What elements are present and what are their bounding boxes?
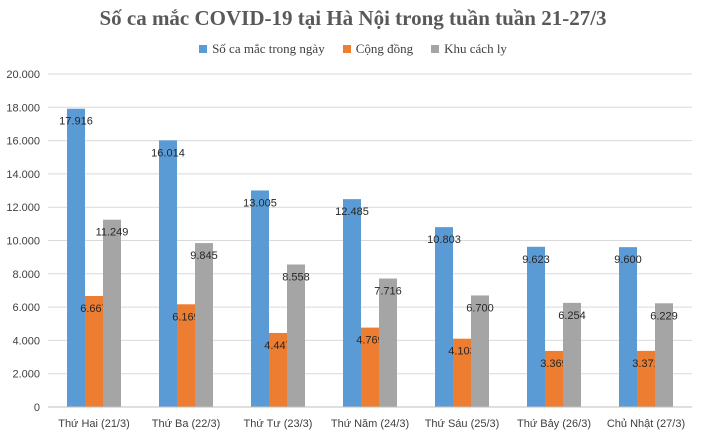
bar-community	[361, 327, 379, 407]
legend-swatch-community	[342, 45, 351, 53]
y-tick-label: 12.000	[6, 202, 40, 214]
bar-quarantine	[563, 302, 581, 407]
bar-quarantine	[195, 243, 213, 407]
bar-daily	[435, 227, 453, 407]
x-tick-label: Thứ Hai (21/3)	[58, 418, 130, 430]
bar-quarantine	[379, 278, 397, 407]
bar-daily	[527, 246, 545, 407]
y-tick-label: 14.000	[6, 169, 40, 181]
data-label-community: 4.103	[448, 346, 476, 358]
x-tick-label: Thứ Năm (24/3)	[331, 418, 409, 430]
data-label-daily: 13.005	[243, 197, 277, 209]
bar-daily	[159, 140, 177, 408]
bar-daily	[343, 199, 361, 407]
y-tick-label: 0	[34, 402, 40, 414]
legend-swatch-quarantine	[431, 45, 440, 53]
y-tick-label: 6.000	[12, 302, 40, 314]
bar-community	[545, 350, 563, 407]
data-label-community: 4.447	[264, 340, 292, 352]
bar-community	[637, 350, 655, 407]
legend-label-community: Cộng đồng	[355, 41, 414, 56]
bar-community	[85, 295, 103, 407]
legend-label-daily: Số ca mắc trong ngày	[212, 41, 325, 56]
x-tick-label: Thứ Bảy (26/3)	[517, 418, 591, 430]
bar-quarantine	[655, 303, 673, 407]
data-label-community: 6.169	[172, 311, 200, 323]
data-label-quarantine: 6.700	[466, 302, 494, 314]
x-tick-label: Thứ Sáu (25/3)	[425, 418, 500, 430]
data-label-quarantine: 9.845	[190, 250, 218, 262]
data-label-community: 6.667	[80, 303, 108, 315]
data-label-daily: 10.803	[427, 234, 461, 246]
data-label-quarantine: 8.558	[282, 272, 310, 284]
bar-quarantine	[287, 264, 305, 407]
data-label-daily: 9.600	[614, 254, 642, 266]
bar-daily	[251, 190, 269, 407]
x-tick-label: Thứ Ba (22/3)	[152, 418, 221, 430]
data-label-daily: 16.014	[151, 147, 185, 159]
data-label-daily: 17.916	[59, 116, 93, 128]
bar-quarantine	[103, 219, 121, 407]
bar-community	[453, 338, 471, 407]
data-label-quarantine: 11.249	[96, 227, 129, 239]
legend-swatch-daily	[199, 45, 208, 53]
data-label-community: 4.769	[356, 335, 384, 347]
data-label-quarantine: 7.716	[374, 286, 402, 298]
legend: Số ca mắc trong ngày Cộng đồng Khu cách …	[0, 41, 706, 57]
bar-community	[269, 332, 287, 407]
bar-quarantine	[471, 295, 489, 407]
data-label-daily: 12.485	[335, 206, 369, 218]
x-tick-label: Thứ Tư (23/3)	[244, 418, 313, 430]
legend-label-quarantine: Khu cách ly	[444, 41, 507, 56]
y-tick-label: 16.000	[6, 136, 40, 148]
bar-daily	[619, 247, 637, 407]
data-label-quarantine: 6.229	[650, 310, 678, 322]
y-tick-label: 4.000	[12, 335, 40, 347]
legend-item-community: Cộng đồng	[342, 41, 414, 57]
data-label-quarantine: 6.254	[558, 310, 586, 322]
chart-title: Số ca mắc COVID-19 tại Hà Nội trong tuần…	[99, 6, 607, 30]
bar-daily	[67, 108, 85, 407]
y-tick-label: 18.000	[6, 102, 40, 114]
data-label-community: 3.369	[540, 358, 568, 370]
legend-item-quarantine: Khu cách ly	[431, 41, 507, 57]
data-label-community: 3.371	[632, 358, 660, 370]
y-tick-label: 2.000	[12, 369, 40, 381]
y-tick-label: 10.000	[6, 236, 40, 248]
y-tick-label: 20.000	[6, 69, 40, 81]
data-label-daily: 9.623	[522, 254, 550, 266]
bar-community	[177, 304, 195, 407]
x-tick-label: Chủ Nhật (27/3)	[607, 418, 685, 430]
y-tick-label: 8.000	[12, 269, 40, 281]
legend-item-daily: Số ca mắc trong ngày	[199, 41, 325, 57]
